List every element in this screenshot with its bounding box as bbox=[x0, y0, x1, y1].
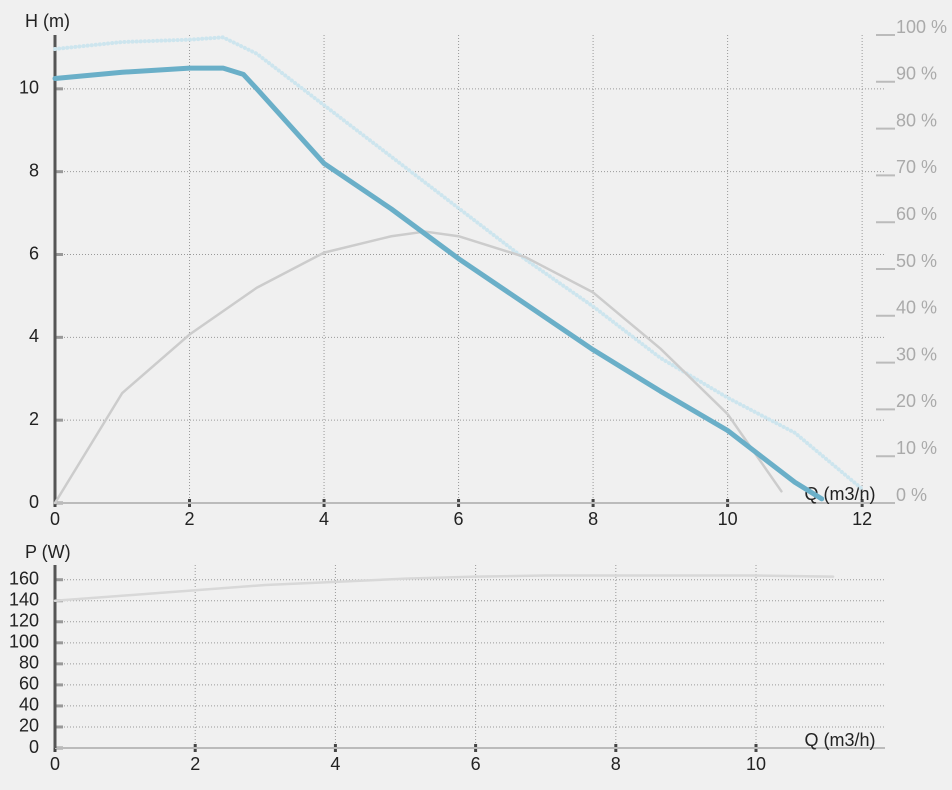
x-tick-label: 0 bbox=[50, 754, 60, 774]
y2-tick-label: 70 % bbox=[896, 157, 937, 177]
x-tick-label: 10 bbox=[718, 509, 738, 529]
y-tick-label: 4 bbox=[29, 326, 39, 346]
x-tick-label: 0 bbox=[50, 509, 60, 529]
y2-tick-label: 90 % bbox=[896, 64, 937, 84]
y2-tick-label: 30 % bbox=[896, 344, 937, 364]
y2-tick-label: 20 % bbox=[896, 391, 937, 411]
y-tick-label: 40 bbox=[19, 695, 39, 715]
y2-tick-label: 50 % bbox=[896, 251, 937, 271]
y-tick-label: 120 bbox=[9, 611, 39, 631]
curve bbox=[53, 574, 835, 603]
y-tick-label: 160 bbox=[9, 568, 39, 588]
y2-tick-label: 40 % bbox=[896, 298, 937, 318]
x-tick-label: 10 bbox=[746, 754, 766, 774]
y-tick-label: 80 bbox=[19, 653, 39, 673]
y-tick-label: 2 bbox=[29, 409, 39, 429]
y-tick-label: 8 bbox=[29, 160, 39, 180]
curve bbox=[52, 65, 825, 502]
x-tick-label: 8 bbox=[611, 754, 621, 774]
x-tick-label: 12 bbox=[852, 509, 872, 529]
curve bbox=[53, 35, 865, 491]
y-tick-label: 0 bbox=[29, 737, 39, 757]
y-tick-label: 6 bbox=[29, 243, 39, 263]
x-tick-label: 4 bbox=[319, 509, 329, 529]
y-axis-label: H (m) bbox=[25, 11, 70, 31]
y2-tick-label: 80 % bbox=[896, 110, 937, 130]
y-tick-label: 0 bbox=[29, 492, 39, 512]
x-tick-label: 4 bbox=[330, 754, 340, 774]
y-tick-label: 10 bbox=[19, 78, 39, 98]
x-tick-label: 8 bbox=[588, 509, 598, 529]
y2-tick-label: 0 % bbox=[896, 485, 927, 505]
x-tick-label: 2 bbox=[185, 509, 195, 529]
y-tick-label: 140 bbox=[9, 590, 39, 610]
y-tick-label: 60 bbox=[19, 674, 39, 694]
y-tick-label: 100 bbox=[9, 632, 39, 652]
x-tick-label: 6 bbox=[471, 754, 481, 774]
y2-tick-label: 100 % bbox=[896, 17, 947, 37]
y2-tick-label: 10 % bbox=[896, 438, 937, 458]
x-tick-label: 2 bbox=[190, 754, 200, 774]
y-axis-label: P (W) bbox=[25, 542, 71, 562]
y2-tick-label: 60 % bbox=[896, 204, 937, 224]
x-axis-label: Q (m3/h) bbox=[804, 730, 875, 750]
x-tick-label: 6 bbox=[454, 509, 464, 529]
y-tick-label: 20 bbox=[19, 716, 39, 736]
